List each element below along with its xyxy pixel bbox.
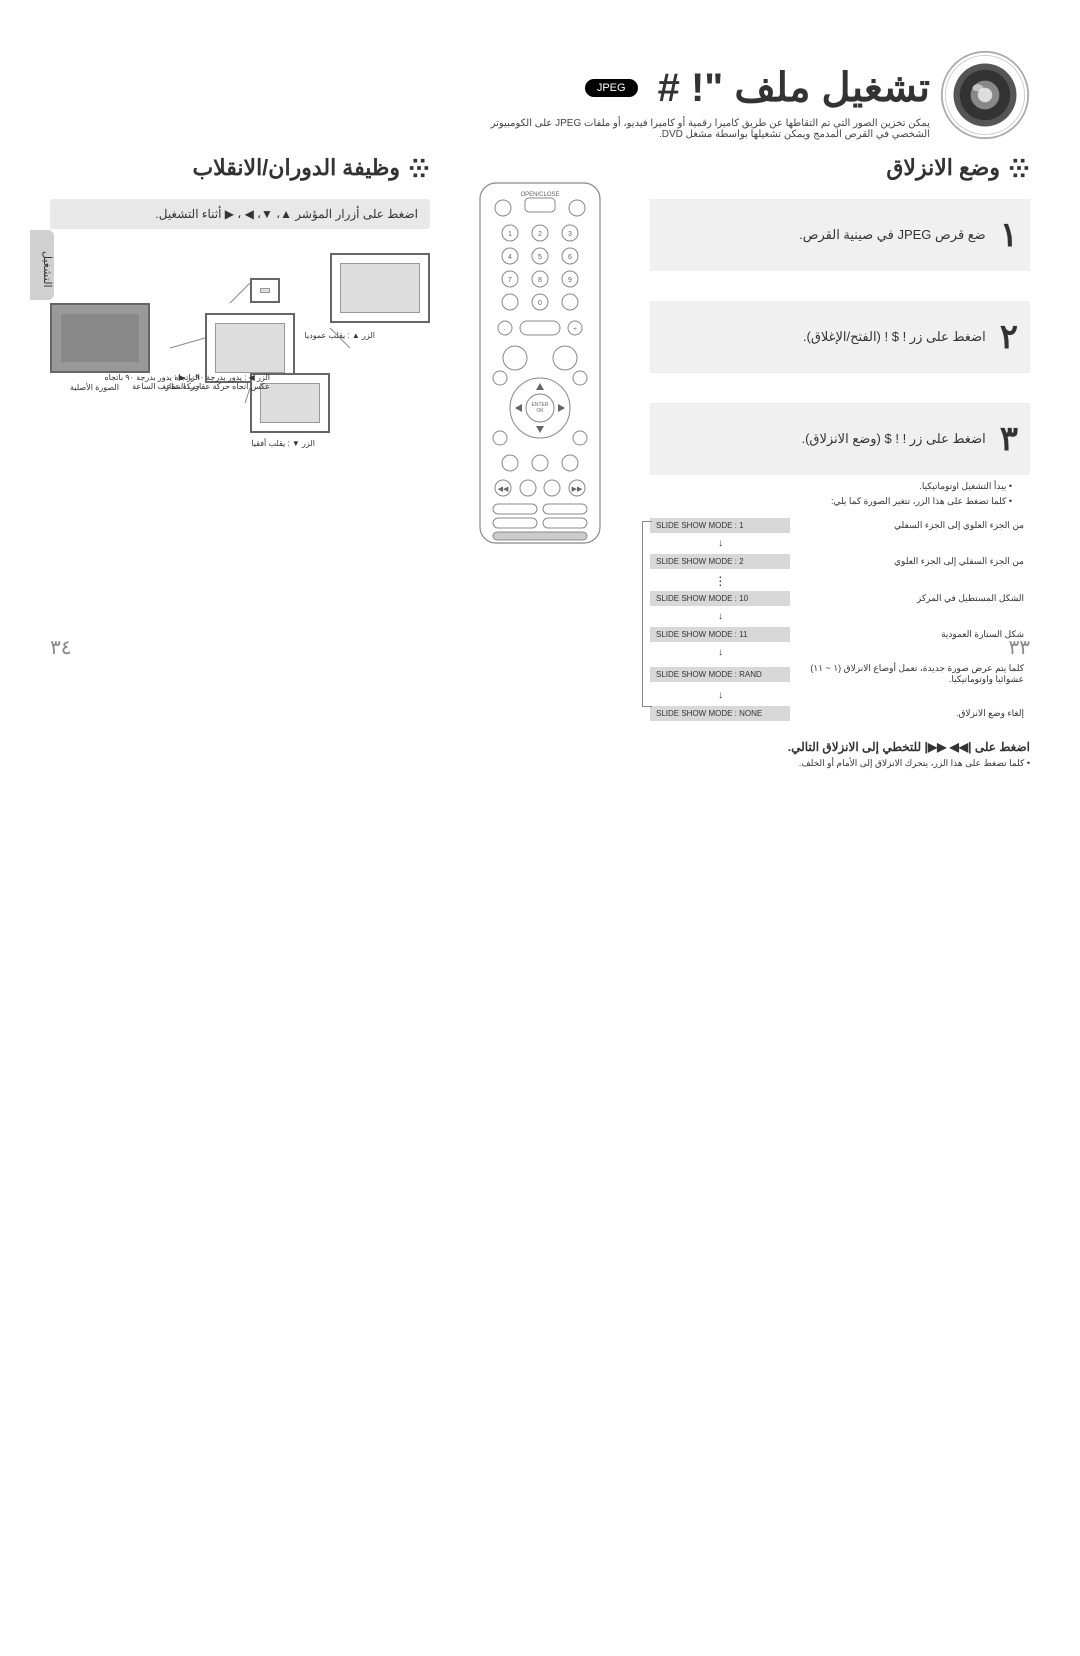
rotate-flip-section: وظيفة الدوران/الانقلاب اضغط على أزرار ال… [50,155,430,443]
rotation-diagram: الزر ▲ : يقلب عموديا الزر ◀ : يدور بدرجة… [50,243,430,443]
mode-desc: كلما يتم عرض صورة جديدة، تعمل أوضاع الان… [790,663,1030,685]
caption: الزر ▼ : يقلب أفقيا [251,439,315,448]
subtitle: يمكن تخزين الصور التي تم التقاطها عن طري… [491,118,930,140]
arrow-down-icon: ↓ [650,536,1030,551]
svg-text:OPEN/CLOSE: OPEN/CLOSE [520,192,559,198]
svg-text:9: 9 [568,277,572,284]
mode-desc: من الجزء السفلي إلى الجزء العلوي [790,556,1030,567]
page-number: ٣٤ [50,635,71,660]
mode-desc: شكل الستارة العمودية [790,629,1030,640]
side-tab: التشغيل [30,230,54,300]
subtitle-line: يمكن تخزين الصور التي تم التقاطها عن طري… [491,118,930,129]
instruction-bar: اضغط على أزرار المؤشر ▲، ▼، ◀ ، ▶ أثناء … [50,199,430,229]
mode-box: SLIDE SHOW MODE : RAND [650,667,790,682]
dots-icon [1008,157,1030,179]
screen-box [250,278,280,303]
jpeg-badge: JPEG [585,79,638,97]
step-row: ٢ اضغط على زر ! $ ! (الفتح/الإغلاق). [650,301,1030,373]
mode-box: SLIDE SHOW MODE : 10 [650,591,790,606]
mode-row: SLIDE SHOW MODE : 2 من الجزء السفلي إلى … [650,551,1030,572]
step-row: ١ ضع قرص JPEG في صينية القرص. [650,199,1030,271]
step-number: ٢ [1000,317,1018,357]
page-number: ٣٣ [1009,635,1030,660]
step-number: ٣ [1000,419,1018,459]
mode-box: SLIDE SHOW MODE : 2 [650,554,790,569]
svg-text:◀◀: ◀◀ [498,486,509,493]
mode-list: SLIDE SHOW MODE : 1 من الجزء العلوي إلى … [650,515,1030,724]
svg-text:+: + [573,327,577,333]
arrow-down-icon: ↓ [650,645,1030,660]
screen-box [330,253,430,323]
section-title: وظيفة الدوران/الانقلاب [192,155,400,181]
page-title: تشغيل ملف "! # [658,65,930,111]
caption: الصورة الأصلية [70,383,119,392]
svg-text:8: 8 [538,277,542,284]
subtitle-line: الشخصي في القرص المدمج ويمكن تشغيلها بوا… [491,129,930,140]
svg-text:0: 0 [538,300,542,307]
mode-box: SLIDE SHOW MODE : NONE [650,706,790,721]
bullet-text: • يبدأ التشغيل اوتوماتيكيا. [650,479,1030,494]
section-header: وظيفة الدوران/الانقلاب [50,155,430,181]
svg-text:2: 2 [538,231,542,238]
svg-text:1: 1 [508,231,512,238]
arrow-down-icon: ↓ [650,688,1030,703]
mode-box: SLIDE SHOW MODE : 11 [650,627,790,642]
skip-note: • كلما تضغط على هذا الزر، يتحرك الانزلاق… [650,758,1030,769]
svg-text:6: 6 [568,254,572,261]
mode-desc: الشكل المستطيل في المركز [790,593,1030,604]
mode-desc: إلغاء وضع الانزلاق. [790,708,1030,719]
mode-row: SLIDE SHOW MODE : 1 من الجزء العلوي إلى … [650,515,1030,536]
mode-row: SLIDE SHOW MODE : 10 الشكل المستطيل في ا… [650,588,1030,609]
svg-text:3: 3 [568,231,572,238]
section-title: وضع الانزلاق [886,155,1000,181]
title-row: تشغيل ملف "! # JPEG [585,65,930,111]
svg-text:4: 4 [508,254,512,261]
dots-icon [408,157,430,179]
section-header: وضع الانزلاق [650,155,1030,181]
svg-text:-: - [504,327,506,333]
manual-page: تشغيل ملف "! # JPEG يمكن تخزين الصور الت… [50,20,1030,640]
step-text: اضغط على زر ! ! $ (وضع الانزلاق). [801,431,985,447]
svg-text:OK: OK [536,408,544,414]
dots-icon: ··· [650,572,1030,588]
remote-control: OPEN/CLOSE 1 2 3 4 5 6 7 8 9 0 - + ENTER… [475,178,605,548]
mode-row: SLIDE SHOW MODE : 11 شكل الستارة العمودي… [650,624,1030,645]
arrow-down-icon: ↓ [650,609,1030,624]
svg-text:5: 5 [538,254,542,261]
skip-instruction: اضغط على |◀◀ ▶▶| للتخطي إلى الانزلاق الت… [650,740,1030,754]
step-row: ٣ اضغط على زر ! ! $ (وضع الانزلاق). [650,403,1030,475]
svg-text:7: 7 [508,277,512,284]
caption: الزر ▲ : يقلب عموديا [300,331,375,340]
mode-box: SLIDE SHOW MODE : 1 [650,518,790,533]
bracket-line [642,521,652,707]
mode-row: SLIDE SHOW MODE : NONE إلغاء وضع الانزلا… [650,703,1030,724]
bullet-text: • كلما تضغط على هذا الزر، تتغير الصورة ك… [650,494,1030,509]
speaker-icon [940,50,1030,140]
svg-text:▶▶: ▶▶ [572,486,583,493]
mode-row: SLIDE SHOW MODE : RAND كلما يتم عرض صورة… [650,660,1030,688]
step-text: ضع قرص JPEG في صينية القرص. [799,227,986,243]
step-text: اضغط على زر ! $ ! (الفتح/الإغلاق). [803,329,986,345]
slide-mode-section: وضع الانزلاق ١ ضع قرص JPEG في صينية القر… [650,155,1030,769]
step-number: ١ [1000,215,1018,255]
screen-box-original [50,303,150,373]
mode-desc: من الجزء العلوي إلى الجزء السفلي [790,520,1030,531]
